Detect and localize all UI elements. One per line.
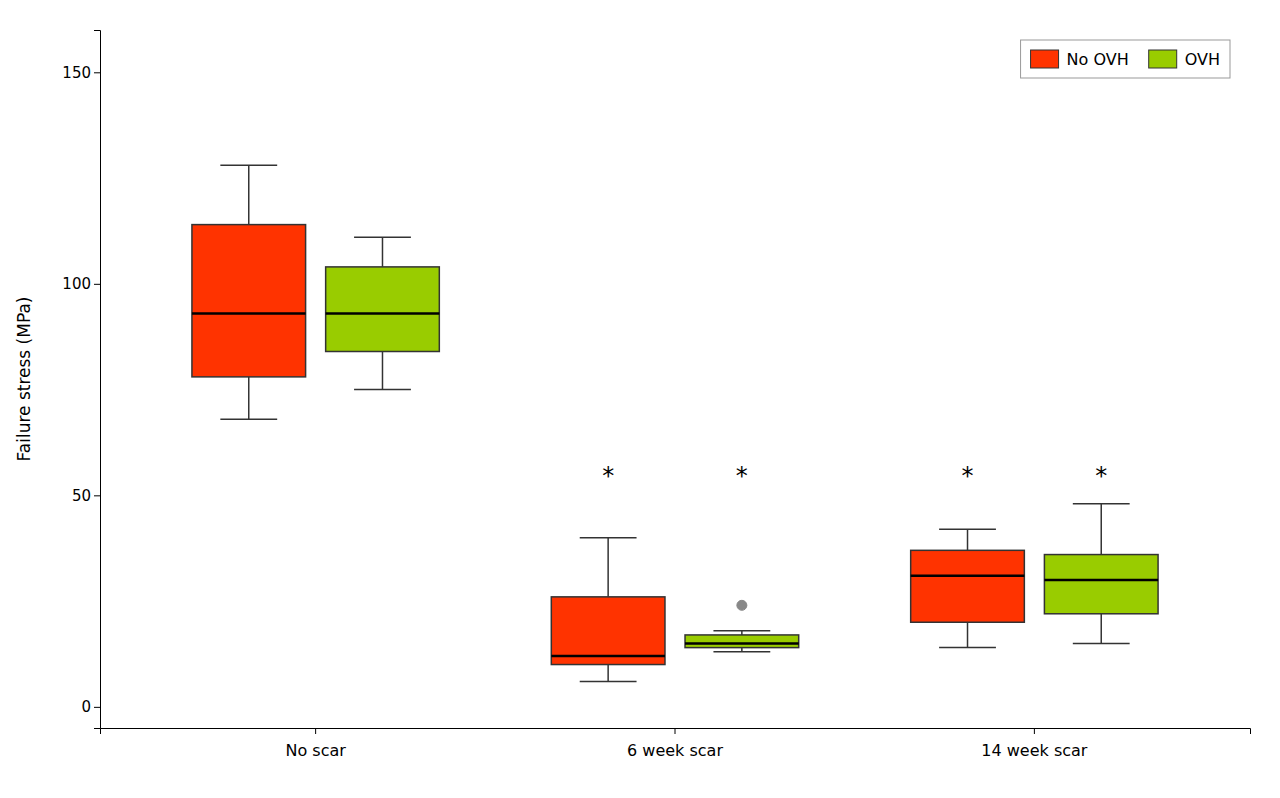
legend-item: OVH (1149, 50, 1220, 69)
lower-whisker (248, 377, 250, 419)
lower-whisker (1100, 614, 1102, 644)
x-tick-mark (675, 728, 676, 734)
y-tick-label: 150 (62, 64, 91, 82)
chart: 0 50 100 150 No scar 6 week scar 14 week scar *… (0, 0, 1280, 798)
lower-cap (580, 681, 637, 683)
upper-cap (939, 528, 996, 530)
box-body (685, 635, 799, 648)
box-body (326, 267, 440, 352)
legend-swatch (1149, 50, 1177, 68)
median (911, 574, 1025, 577)
lower-cap (220, 418, 277, 420)
lower-whisker (382, 352, 384, 390)
x-axis: No scar 6 week scar 14 week scar (101, 728, 1251, 760)
box-series (326, 237, 1158, 652)
upper-whisker (967, 529, 969, 550)
y-tick-mark (94, 495, 100, 496)
y-tick: 0 (81, 698, 100, 716)
median (1044, 579, 1158, 582)
x-tick-label: 6 week scar (627, 741, 723, 760)
upper-whisker (1100, 504, 1102, 555)
y-tick-label: 50 (72, 487, 91, 505)
y-tick: 100 (62, 275, 100, 293)
upper-whisker (607, 538, 609, 597)
y-axis-line (94, 31, 101, 729)
lower-cap (1073, 643, 1130, 645)
median (551, 655, 665, 658)
plot: 0 50 100 150 No scar 6 week scar 14 week scar *… (62, 31, 1250, 761)
legend-item: No OVH (1031, 50, 1129, 69)
significance-star: * (962, 462, 974, 490)
upper-cap (1073, 503, 1130, 505)
x-tick-mark (315, 728, 316, 734)
median (192, 312, 306, 315)
x-tick-mark (1034, 728, 1035, 734)
x-tick: 14 week scar (981, 728, 1088, 760)
legend-swatch (1031, 50, 1059, 68)
y-tick-label: 100 (62, 275, 91, 293)
x-tick-label: No scar (285, 741, 346, 760)
y-axis: 0 50 100 150 (62, 31, 100, 729)
box-body (551, 597, 665, 665)
significance-star: * (602, 462, 614, 490)
box (326, 237, 440, 389)
box-body (911, 550, 1025, 622)
median (685, 642, 799, 645)
x-axis-line (101, 729, 1251, 735)
box (1044, 504, 1158, 644)
legend-frame (1021, 40, 1230, 78)
marks (192, 165, 1158, 681)
lower-whisker (607, 665, 609, 682)
lower-cap (354, 389, 411, 391)
lower-cap (713, 651, 770, 653)
y-tick-mark (94, 72, 100, 73)
lower-cap (939, 647, 996, 649)
significance-star: * (1095, 462, 1107, 490)
box (685, 600, 799, 652)
outlier (737, 600, 747, 610)
y-axis-title: Failure stress (MPa) (14, 297, 34, 462)
y-tick-mark (94, 284, 100, 285)
box-body (1044, 555, 1158, 614)
box (911, 529, 1025, 647)
median (326, 312, 440, 315)
upper-cap (354, 237, 411, 239)
x-tick: No scar (285, 728, 346, 760)
significance-star: * (736, 462, 748, 490)
box (551, 538, 665, 682)
box (192, 165, 306, 419)
legend: No OVH OVH (1021, 40, 1230, 78)
y-tick-label: 0 (81, 698, 91, 716)
box-series (192, 165, 1024, 681)
box-body (192, 225, 306, 377)
upper-cap (220, 165, 277, 167)
x-tick-label: 14 week scar (981, 741, 1088, 760)
y-tick-mark (94, 707, 100, 708)
upper-whisker (382, 237, 384, 267)
lower-whisker (967, 622, 969, 647)
x-tick: 6 week scar (627, 728, 723, 760)
y-tick: 50 (72, 487, 100, 505)
upper-whisker (248, 165, 250, 224)
annotations: * * * * (602, 462, 1107, 490)
y-tick: 150 (62, 64, 100, 82)
legend-label: OVH (1185, 50, 1220, 69)
upper-cap (713, 630, 770, 632)
legend-label: No OVH (1067, 50, 1129, 69)
upper-cap (580, 537, 637, 539)
